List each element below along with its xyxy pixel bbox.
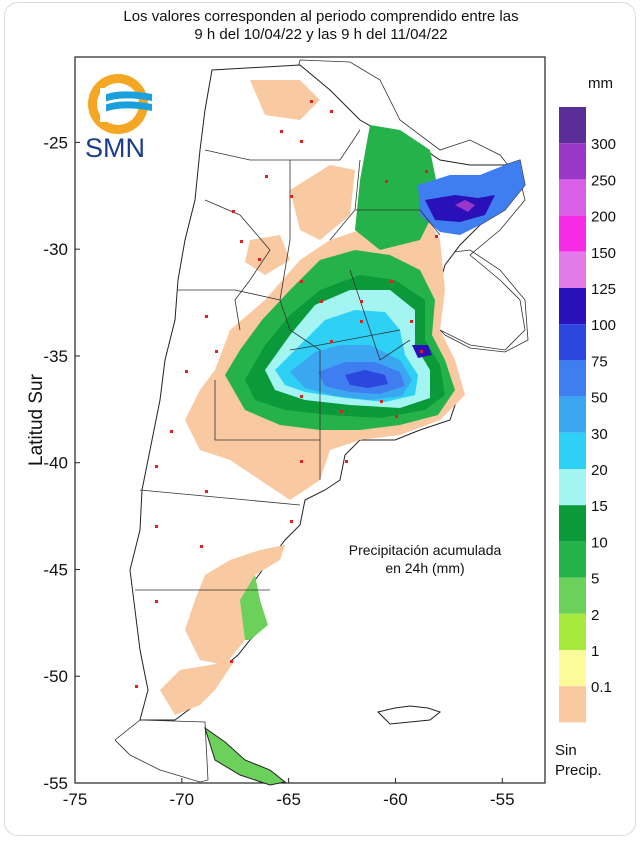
annotation-line-1: Precipitación acumulada (349, 542, 502, 558)
title-line-1: Los valores corresponden al periodo comp… (123, 8, 519, 25)
legend-swatch (559, 396, 586, 433)
tierra-del-fuego (204, 726, 287, 786)
legend-swatch (559, 143, 586, 180)
legend-swatch (559, 541, 586, 578)
legend-swatch (559, 324, 586, 361)
legend-label: 2 (591, 607, 599, 624)
legend-swatch (559, 251, 586, 288)
legend-swatch (559, 107, 586, 144)
legend-label: 200 (591, 209, 616, 226)
legend-swatch (559, 360, 586, 397)
y-tick-label: -50 (43, 667, 68, 686)
legend-swatch (559, 288, 586, 325)
legend-label: 10 (591, 534, 608, 551)
title-line-2: 9 h del 10/04/22 y las 9 h del 11/04/22 (194, 26, 448, 43)
x-tick-label: -65 (276, 790, 301, 809)
x-tick-label: -60 (383, 790, 408, 809)
legend-label: 300 (591, 136, 616, 153)
legend-label: 100 (591, 317, 616, 334)
precipitation-fields (160, 80, 525, 715)
x-tick-label: -70 (170, 790, 195, 809)
legend-swatch (559, 613, 586, 650)
legend-swatch (559, 505, 586, 542)
legend: 300 250 200 150 125 100 75 50 30 20 15 10 5 2 1 0.1 (559, 107, 616, 723)
legend-label: 125 (591, 281, 616, 298)
legend-swatch (559, 215, 586, 252)
legend-label: 150 (591, 245, 616, 262)
y-tick-label: -40 (43, 454, 68, 473)
legend-label: 0.1 (591, 679, 612, 696)
legend-label: 5 (591, 571, 599, 588)
malvinas-islands (377, 705, 442, 725)
chile-south (114, 719, 209, 783)
legend-swatch (559, 577, 586, 614)
legend-no-precip-line-2: Precip. (555, 762, 602, 779)
legend-swatch (559, 469, 586, 506)
legend-swatch (559, 179, 586, 216)
legend-label: 50 (591, 390, 608, 407)
legend-swatch (559, 650, 586, 687)
y-axis-label: Latitud Sur (26, 373, 47, 466)
legend-label: 1 (591, 643, 599, 660)
y-tick-label: -25 (43, 133, 68, 152)
x-tick-label: -55 (490, 790, 515, 809)
smn-logo: SMN (85, 74, 152, 163)
x-tick-label: -75 (63, 790, 88, 809)
legend-no-precip-line-1: Sin (555, 742, 577, 759)
legend-label: 250 (591, 172, 616, 189)
logo-text: SMN (85, 133, 145, 163)
station-markers (135, 100, 438, 688)
annotation-line-2: en 24h (mm) (385, 560, 464, 576)
legend-swatch (559, 432, 586, 469)
y-tick-label: -55 (43, 774, 68, 793)
y-tick-label: -30 (43, 240, 68, 259)
legend-unit: mm (588, 75, 613, 92)
legend-label: 30 (591, 426, 608, 443)
y-tick-label: -45 (43, 560, 68, 579)
legend-swatch (559, 686, 586, 723)
x-axis-ticks: -75 -70 -65 -60 -55 (63, 778, 515, 809)
legend-label: 15 (591, 498, 608, 515)
map-title: Los valores corresponden al periodo comp… (0, 8, 642, 44)
legend-label: 75 (591, 353, 608, 370)
y-tick-label: -35 (43, 347, 68, 366)
y-axis-ticks: -25 -30 -35 -40 -45 -50 -55 (43, 133, 80, 793)
legend-label: 20 (591, 462, 608, 479)
